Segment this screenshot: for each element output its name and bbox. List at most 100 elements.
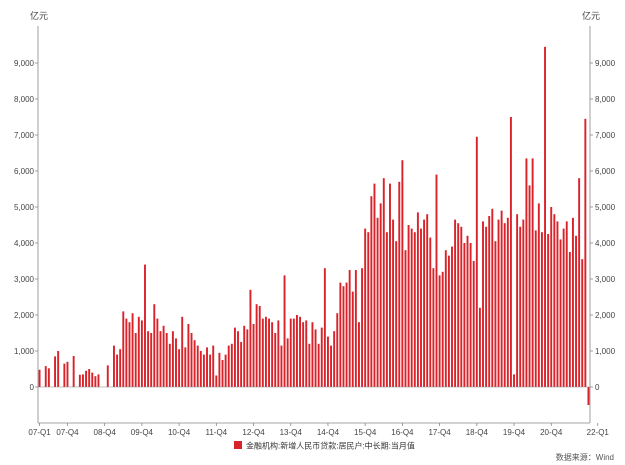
bar <box>506 217 509 387</box>
bar <box>314 329 317 387</box>
x-tick-label: 18-Q4 <box>466 428 489 437</box>
bar <box>106 365 109 387</box>
x-tick-label: 11-Q4 <box>205 428 227 437</box>
y-tick-label-right: 9,000 <box>595 59 616 68</box>
bar <box>240 342 243 387</box>
bar <box>38 369 41 387</box>
bar <box>91 372 94 387</box>
y-tick-label-left: 9,000 <box>14 59 35 68</box>
bar <box>392 219 395 387</box>
right-axis-labels: 0 1,000 2,000 3,000 4,000 5,000 6,000 7,000 8,00… <box>590 59 616 392</box>
bars <box>38 46 590 405</box>
bar <box>370 196 373 387</box>
x-tick-label: 07-Q1 <box>28 428 51 437</box>
x-tick-label: 09-Q4 <box>131 428 154 437</box>
bar <box>78 374 81 387</box>
bar <box>544 46 546 388</box>
bar <box>131 313 134 387</box>
bar <box>336 313 339 387</box>
bar <box>326 336 329 387</box>
bar <box>119 349 122 387</box>
bar <box>413 232 416 387</box>
bar <box>330 345 333 387</box>
y-tick-label-right: 8,000 <box>595 95 616 104</box>
bar <box>249 289 252 387</box>
bar <box>472 261 475 387</box>
y-tick-label-right: 5,000 <box>595 203 616 212</box>
bar <box>379 203 382 387</box>
bar <box>351 291 354 387</box>
bar <box>488 216 491 387</box>
bar <box>261 318 264 387</box>
bar <box>246 329 249 387</box>
bar <box>72 356 75 387</box>
bar <box>63 363 66 387</box>
bar <box>193 340 196 387</box>
y-tick-label-right: 1,000 <box>595 347 616 356</box>
x-tick-label: 14-Q4 <box>317 428 340 437</box>
bar <box>373 183 376 387</box>
y-tick-label-left: 4,000 <box>14 239 35 248</box>
bar <box>230 343 233 387</box>
bar <box>423 219 426 387</box>
bar <box>44 366 47 387</box>
bar <box>317 343 320 387</box>
y-tick-label-right: 3,000 <box>595 275 616 284</box>
bar <box>137 316 140 387</box>
bar <box>280 345 283 387</box>
bar <box>469 243 472 387</box>
bar <box>587 387 590 405</box>
bar <box>500 210 503 387</box>
bar <box>447 255 450 387</box>
bar <box>165 333 168 387</box>
bar <box>224 354 227 387</box>
bar <box>525 158 528 387</box>
bar <box>537 203 540 387</box>
bar <box>82 374 84 387</box>
bar <box>534 230 537 387</box>
y-tick-label-left: 2,000 <box>14 311 35 320</box>
y-tick-label-left: 3,000 <box>14 275 35 284</box>
bar <box>404 250 407 387</box>
bar <box>509 117 512 387</box>
bar <box>47 368 50 387</box>
bar <box>342 286 345 387</box>
bar <box>125 318 128 387</box>
bar <box>401 160 404 387</box>
y-tick-label-left: 6,000 <box>14 167 35 176</box>
bar <box>144 264 146 387</box>
bar <box>88 369 91 387</box>
bar <box>339 282 342 387</box>
bar <box>575 235 577 387</box>
bar <box>54 356 57 387</box>
legend-label: 金融机构:新增人民币贷款:居民户:中长期:当月值 <box>246 441 415 451</box>
bar <box>503 223 506 387</box>
bar <box>463 243 466 387</box>
bar <box>227 345 230 387</box>
bar <box>454 219 457 387</box>
bar <box>361 268 364 387</box>
bar <box>547 234 550 387</box>
bar <box>147 331 150 387</box>
y-tick-label-right: 0 <box>595 383 600 392</box>
bar <box>184 347 187 387</box>
x-axis-labels: 07-Q1 07-Q4 08-Q4 09-Q4 10-Q4 11-Q4 12-Q4 13-Q4… <box>28 423 609 437</box>
y-tick-label-left: 5,000 <box>14 203 35 212</box>
bar <box>432 268 435 387</box>
bar <box>531 158 534 387</box>
bar <box>528 185 531 387</box>
bar <box>122 311 125 387</box>
bar <box>451 246 453 387</box>
bar <box>382 178 385 387</box>
bar <box>299 316 301 387</box>
bar <box>482 221 484 387</box>
bar <box>333 331 336 387</box>
bar <box>562 228 565 387</box>
y-tick-label-right: 6,000 <box>595 167 616 176</box>
bar <box>522 219 525 387</box>
bar <box>308 343 311 387</box>
bar <box>302 322 305 387</box>
right-axis-unit: 亿元 <box>582 10 600 21</box>
bar <box>171 331 174 387</box>
bar <box>497 219 500 387</box>
